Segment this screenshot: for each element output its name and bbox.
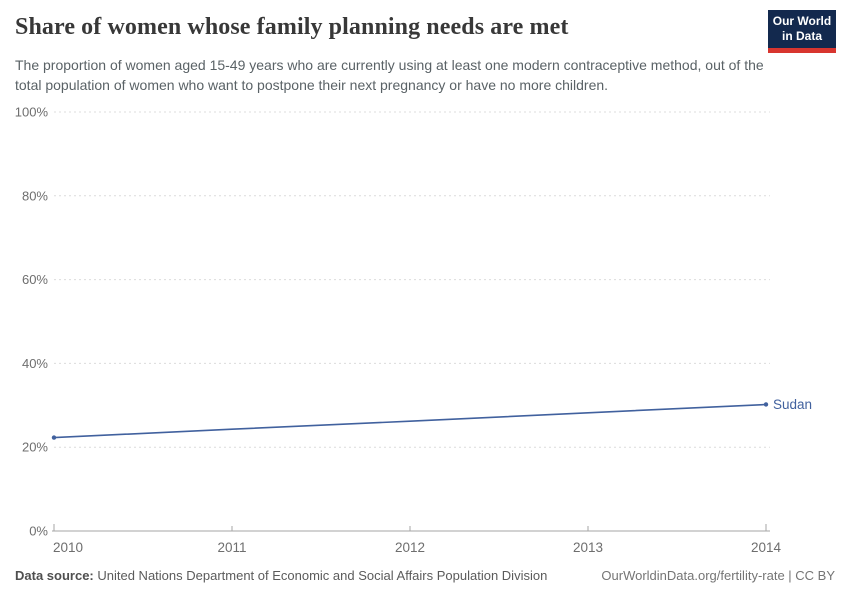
chart-subtitle: The proportion of women aged 15-49 years… [15, 57, 764, 94]
x-tick-label: 2010 [53, 540, 83, 555]
y-tick-label: 80% [22, 188, 48, 203]
series-line-sudan[interactable] [53, 403, 767, 439]
series-endpoint-marker [51, 435, 57, 440]
data-source-label: Data source: [15, 568, 94, 583]
x-tick-label: 2013 [573, 540, 603, 555]
page-title: Share of women whose family planning nee… [15, 14, 569, 40]
credit-link[interactable]: OurWorldinData.org/fertility-rate | CC B… [601, 568, 835, 583]
owid-logo[interactable]: Our World in Data [768, 10, 836, 53]
line-chart: 0% 20% 40% 60% 80% 100% 2010 2011 2012 2013 2014 Su… [15, 105, 812, 556]
x-tick-label: 2012 [395, 540, 425, 555]
x-tick-label: 2014 [751, 540, 782, 555]
chart-footer: Data source: United Nations Department o… [0, 568, 850, 583]
data-source-text: United Nations Department of Economic an… [93, 568, 548, 583]
logo-red-bar [768, 48, 836, 53]
series-end-label[interactable]: Sudan [773, 397, 812, 412]
y-tick-label: 100% [15, 105, 49, 120]
x-tick-label: 2011 [217, 540, 246, 555]
y-tick-label: 60% [22, 272, 48, 287]
y-tick-label: 40% [22, 356, 48, 371]
y-tick-label: 20% [22, 440, 48, 455]
logo-line1: Our World [772, 14, 832, 28]
data-source: Data source: United Nations Department o… [15, 568, 547, 583]
y-tick-label: 0% [29, 524, 48, 539]
logo-line2: in Data [781, 29, 822, 43]
series-endpoint-marker [763, 402, 769, 407]
